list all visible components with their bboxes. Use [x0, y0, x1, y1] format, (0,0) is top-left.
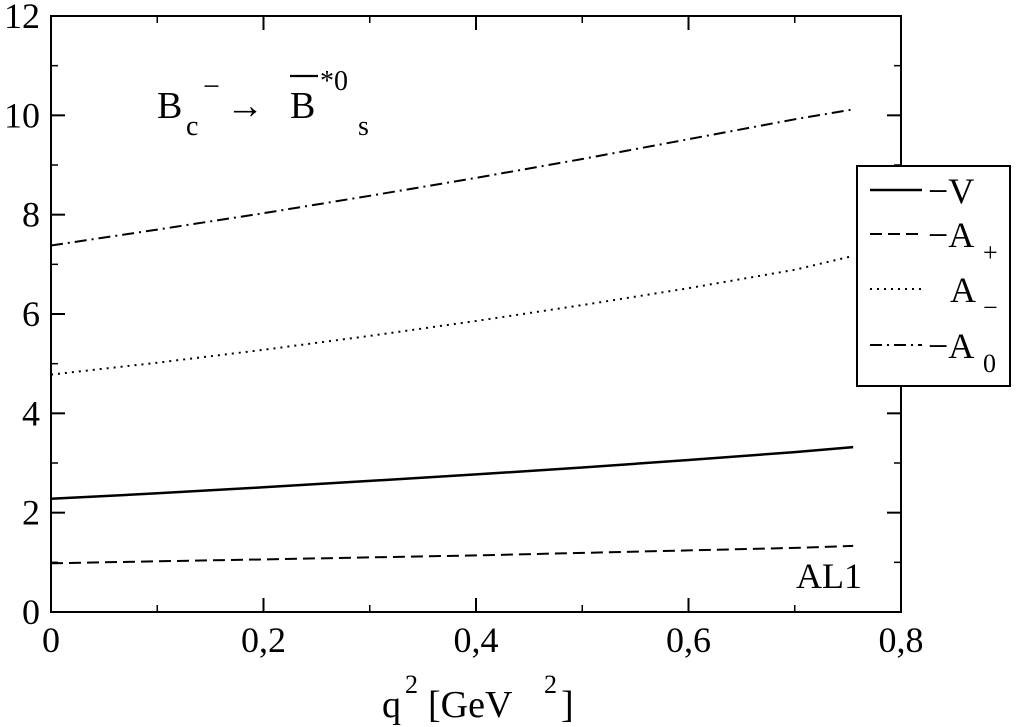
y-tick-label: 4	[22, 393, 40, 433]
chart-annotation: AL1	[796, 556, 862, 596]
axes: 0 0,2 0,4 0,6 0,8 0 2 4 6 8 10 12	[4, 0, 924, 660]
y-tick-label: 0	[22, 592, 40, 632]
y-tick-label: 6	[22, 294, 40, 334]
title-target: B	[290, 85, 315, 127]
title-target-subscript: s	[358, 111, 369, 142]
legend: −V−A +A −−A 0	[856, 165, 1011, 387]
x-axis-label-q-exponent: 2	[405, 670, 418, 699]
x-axis-label-close: ]	[561, 684, 574, 726]
x-tick-label: 0	[42, 620, 60, 660]
x-axis-label-q: q	[382, 684, 401, 726]
legend-label-0: −V	[928, 171, 974, 211]
series-line-2	[50, 254, 854, 376]
chart-title: B c − → B *0 s	[157, 66, 369, 142]
title-arrow: →	[226, 85, 264, 127]
y-tick-label: 8	[22, 195, 40, 235]
title-target-superscript: *0	[320, 66, 348, 97]
legend-label-2: A	[950, 270, 976, 310]
title-particle-superscript: −	[203, 70, 220, 103]
series-group	[50, 108, 854, 565]
series-line-0	[50, 445, 854, 501]
x-axis-label: q 2 [GeV 2 ]	[382, 670, 574, 726]
series-line-1	[50, 544, 854, 565]
legend-box	[856, 165, 1011, 387]
x-tick-label: 0,2	[241, 620, 286, 660]
x-tick-label: 0,4	[454, 620, 499, 660]
y-tick-label: 10	[4, 95, 40, 135]
legend-label-3: −A	[928, 326, 974, 366]
x-axis-label-unit: [GeV	[428, 684, 513, 726]
legend-label-1: −A	[928, 215, 974, 255]
x-tick-label: 0,6	[666, 620, 711, 660]
legend-label-subscript-2: −	[983, 293, 998, 322]
series-line-3	[50, 108, 854, 247]
x-tick-label: 0,8	[879, 620, 924, 660]
title-particle: B	[157, 85, 182, 127]
y-tick-label: 12	[4, 0, 40, 36]
y-tick-label: 2	[22, 493, 40, 533]
legend-label-subscript-1: +	[983, 238, 998, 267]
legend-label-subscript-3: 0	[983, 349, 996, 378]
x-axis-label-unit-exponent: 2	[544, 670, 557, 699]
title-particle-subscript: c	[186, 111, 198, 142]
